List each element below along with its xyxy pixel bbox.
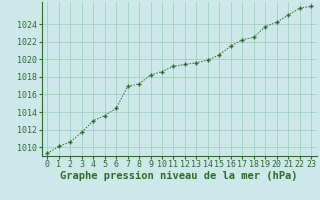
X-axis label: Graphe pression niveau de la mer (hPa): Graphe pression niveau de la mer (hPa) — [60, 171, 298, 181]
